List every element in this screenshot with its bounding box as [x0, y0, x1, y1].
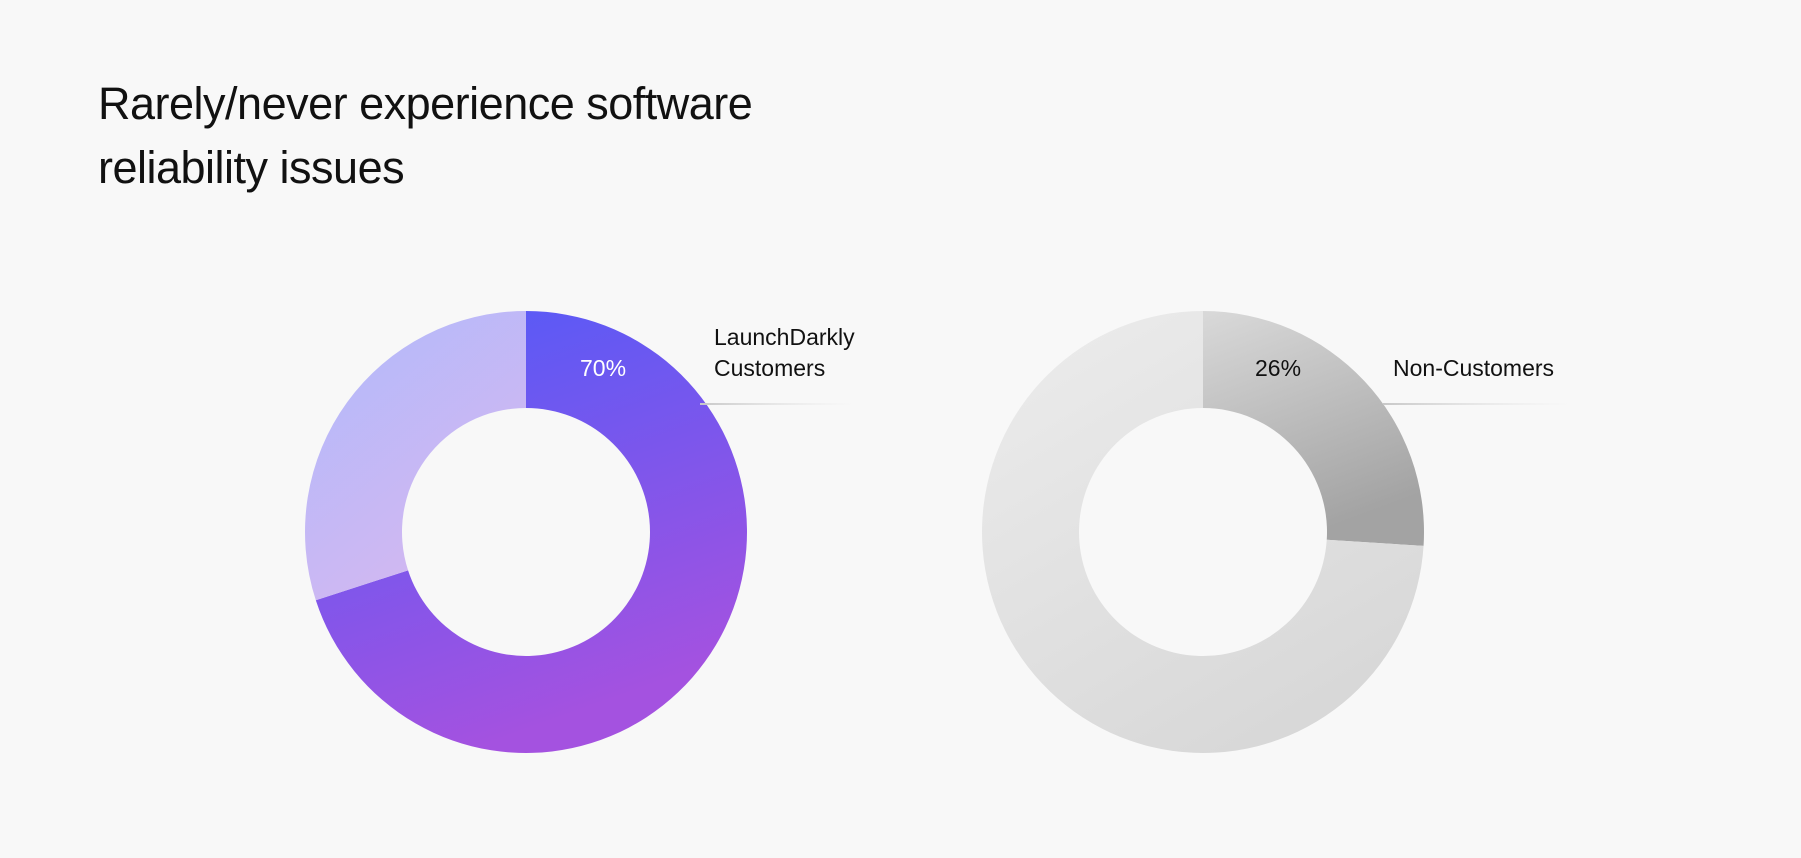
series-label-line: Customers — [714, 355, 825, 381]
donut-slice-highlight — [1203, 311, 1425, 546]
percentage-label: 26% — [1255, 355, 1301, 381]
series-label-line: LaunchDarkly — [714, 324, 855, 350]
series-label: LaunchDarkly Customers — [714, 324, 855, 381]
donut-slice-remainder — [304, 311, 526, 601]
series-label-line: Non-Customers — [1393, 355, 1554, 381]
chart-title: Rarely/never experience software reliabi… — [98, 78, 753, 193]
donut-slice-highlight — [315, 311, 747, 753]
donut-chart-1: 70% LaunchDarkly Customers — [304, 311, 855, 753]
series-label: Non-Customers — [1393, 355, 1554, 381]
donut-chart-2: 26% Non-Customers — [982, 311, 1572, 753]
percentage-label: 70% — [580, 355, 626, 381]
label-leader-line — [700, 403, 855, 405]
donut-slice-remainder — [982, 311, 1424, 753]
label-leader-line — [1383, 403, 1572, 405]
